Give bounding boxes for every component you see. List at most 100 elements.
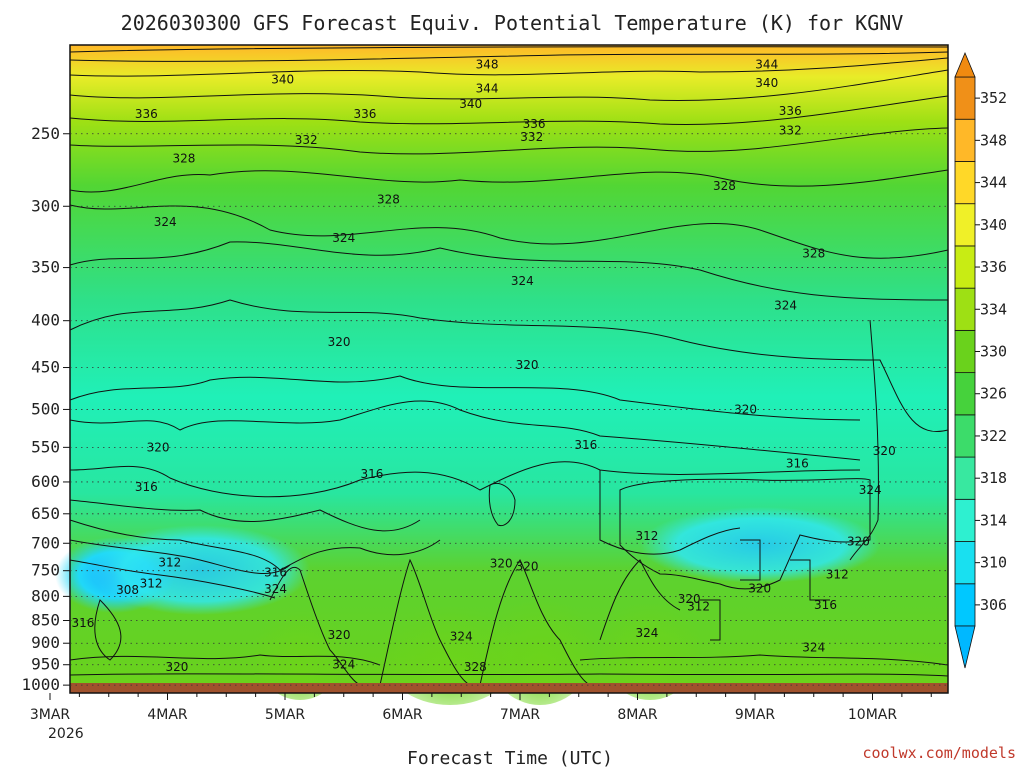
contour-label: 328	[713, 179, 736, 193]
contour-line	[69, 46, 949, 53]
colorbar-tick-label: 340	[980, 216, 1007, 234]
contour-label: 344	[755, 57, 778, 71]
colorbar-segment	[954, 456, 976, 500]
contour-line	[599, 559, 681, 641]
contour-label: 320	[147, 440, 170, 454]
contour-line	[69, 95, 949, 125]
contour-label: 336	[779, 104, 802, 118]
colorbar-segment	[954, 372, 976, 416]
contour-label: 324	[511, 274, 534, 288]
contour-label: 316	[814, 598, 837, 612]
chart-title: 2026030300 GFS Forecast Equiv. Potential…	[121, 11, 904, 35]
colorbar-segment	[954, 541, 976, 585]
contour-label: 312	[826, 567, 849, 581]
contour-label: 316	[786, 457, 809, 471]
warm-plume-4	[600, 590, 700, 700]
colorbar-segment	[954, 583, 976, 627]
y-tick-label: 250	[31, 124, 60, 143]
contour-label: 312	[635, 529, 658, 543]
colorbar: 306 310 314 318 322 326 330 334 336 340 344 348 352	[954, 51, 1007, 669]
colorbar-tick-label: 330	[980, 343, 1007, 361]
contour-line	[69, 51, 949, 62]
contour-line	[69, 299, 949, 432]
contour-line	[94, 599, 122, 661]
contour-line	[69, 539, 291, 574]
contour-line	[740, 539, 761, 581]
contour-label: 316	[360, 467, 383, 481]
colorbar-tick-label: 334	[980, 300, 1007, 318]
contour-label: 320	[165, 660, 188, 674]
x-year-label: 2026	[48, 726, 84, 742]
contour-line	[69, 69, 949, 101]
contour-label: 340	[271, 72, 294, 86]
plot-field	[55, 45, 948, 705]
x-tick-label: 7MAR	[500, 707, 541, 723]
x-tick-label: 3MAR	[30, 707, 71, 723]
y-tick-label: 650	[31, 504, 60, 523]
colorbar-segment	[954, 161, 976, 205]
contour-line	[488, 483, 516, 527]
y-tick-label: 950	[31, 655, 60, 674]
colorbar-tick-label: 310	[980, 554, 1007, 572]
y-tick-label: 700	[31, 533, 60, 552]
x-axis-labels: 3MAR 4MAR 5MAR 6MAR 7MAR 8MAR 9MAR 10MAR	[30, 693, 932, 723]
colorbar-tick-label: 318	[980, 469, 1007, 487]
contour-line	[579, 654, 949, 666]
warm-plume-1	[380, 595, 520, 705]
colorbar-tick-label: 344	[980, 174, 1007, 192]
contour-line	[69, 400, 861, 461]
x-tick-label: 9MAR	[735, 707, 776, 723]
y-tick-label: 400	[31, 311, 60, 330]
warm-plume-3	[255, 600, 345, 700]
contour-label: 336	[523, 117, 546, 131]
y-tick-label: 500	[31, 399, 60, 418]
contour-line	[69, 461, 861, 498]
contour-label: 324	[774, 298, 797, 312]
contour-lines	[69, 46, 949, 686]
contour-label: 324	[154, 215, 177, 229]
contour-label: 340	[459, 97, 482, 111]
x-axis-title: Forecast Time (UTC)	[407, 748, 613, 768]
colorbar-segment	[954, 118, 976, 162]
contour-label: 324	[802, 641, 825, 655]
contour-line	[700, 599, 721, 641]
y-tick-label: 1000	[21, 675, 60, 694]
contour-line	[69, 559, 276, 599]
contour-label: 324	[450, 630, 473, 644]
plot-frame	[69, 44, 949, 694]
contour-label: 324	[264, 582, 287, 596]
contour-label: 324	[635, 626, 658, 640]
contour-label: 312	[687, 600, 710, 614]
contour-label: 328	[464, 660, 487, 674]
contour-label: 336	[353, 107, 376, 121]
pressure-gridlines	[70, 133, 948, 686]
contour-label: 320	[734, 402, 757, 416]
credit-link[interactable]: coolwx.com/models	[862, 744, 1016, 762]
contour-label: 320	[516, 559, 539, 573]
contour-line	[379, 558, 471, 686]
contour-label: 324	[332, 231, 355, 245]
warm-plume-2	[485, 585, 595, 705]
contour-line	[69, 673, 949, 677]
contour-label: 320	[678, 592, 701, 606]
contour-label: 332	[520, 130, 543, 144]
contour-line	[619, 478, 871, 590]
contour-line	[269, 567, 361, 686]
contour-label: 312	[158, 556, 181, 570]
contour-line	[69, 127, 949, 155]
contour-line	[69, 204, 949, 259]
contour-label: 316	[574, 438, 597, 452]
contour-label: 320	[490, 557, 513, 571]
colorbar-segment	[954, 498, 976, 542]
colorbar-tick-label: 322	[980, 427, 1007, 445]
contour-label: 320	[516, 358, 539, 372]
colorbar-tick-label: 326	[980, 385, 1007, 403]
y-tick-label: 600	[31, 472, 60, 491]
contour-label: 328	[172, 151, 195, 165]
contour-line	[849, 319, 879, 561]
y-tick-label: 750	[31, 561, 60, 580]
colorbar-segment	[954, 245, 976, 289]
contour-label: 328	[377, 193, 400, 207]
contour-label: 312	[140, 577, 163, 591]
